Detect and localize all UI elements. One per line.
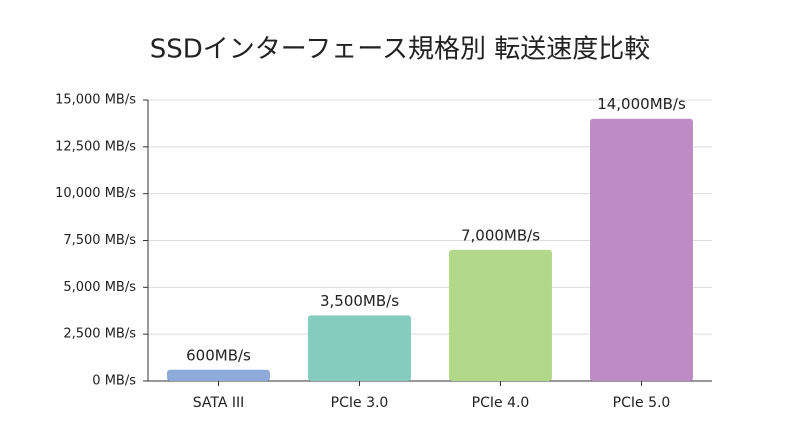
y-tick-label: 2,500 MB/s bbox=[63, 327, 136, 342]
value-label: 600MB/s bbox=[186, 346, 251, 364]
y-tick-label: 10,000 MB/s bbox=[55, 186, 136, 201]
x-tick-label: PCIe 5.0 bbox=[613, 395, 671, 411]
bar bbox=[308, 315, 411, 381]
bar bbox=[590, 118, 693, 381]
value-label: 14,000MB/s bbox=[597, 95, 686, 113]
value-label: 7,000MB/s bbox=[461, 226, 540, 244]
chart-title: SSDインターフェース規格別 転送速度比較 bbox=[150, 35, 650, 65]
y-tick-label: 5,000 MB/s bbox=[63, 280, 136, 295]
bar bbox=[167, 369, 270, 381]
x-tick-label: PCIe 4.0 bbox=[472, 395, 530, 411]
y-tick-label: 15,000 MB/s bbox=[55, 93, 136, 108]
bar bbox=[449, 249, 552, 381]
value-label: 3,500MB/s bbox=[320, 292, 399, 310]
y-tick-label: 12,500 MB/s bbox=[55, 139, 136, 154]
x-tick-label: SATA III bbox=[193, 395, 245, 411]
x-tick-label: PCIe 3.0 bbox=[331, 395, 389, 411]
y-tick-label: 0 MB/s bbox=[92, 374, 136, 389]
y-tick-label: 7,500 MB/s bbox=[63, 233, 136, 248]
